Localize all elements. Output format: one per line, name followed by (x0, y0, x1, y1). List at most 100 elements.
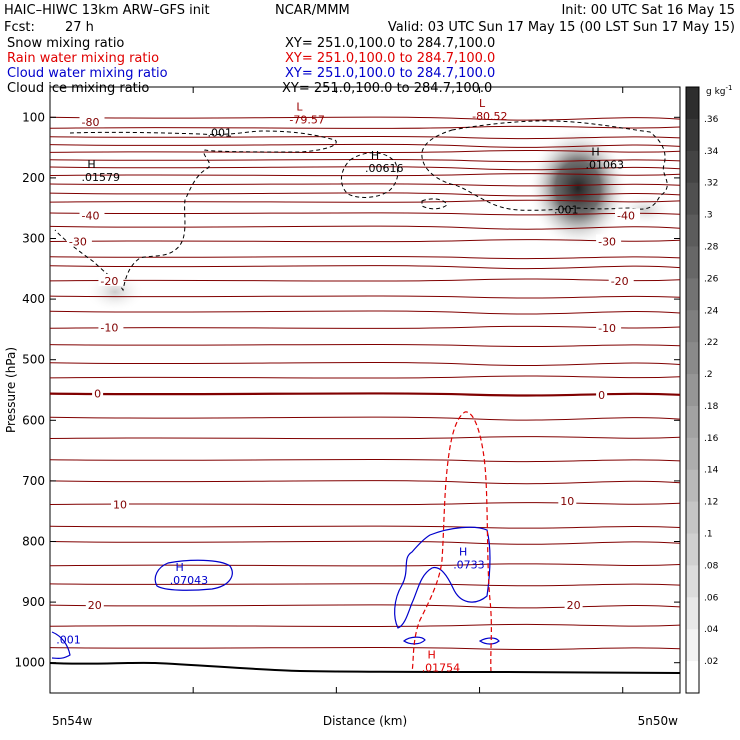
extremum-value: .00616 (365, 162, 404, 175)
isotherm-line (49, 459, 681, 463)
contour-value-label: .001 (554, 203, 579, 216)
isotherm-line (49, 583, 681, 587)
isotherm-label: -30 (598, 236, 616, 249)
extremum-value: .0733 (453, 559, 485, 572)
isotherm-label: 0 (94, 388, 101, 401)
cloud-water-contour-left (154, 559, 233, 591)
colorbar-swatch (686, 87, 699, 120)
isotherm-label: -40 (82, 209, 100, 222)
extremum-value: -79.57 (289, 113, 324, 126)
colorbar-swatch (686, 118, 699, 152)
header-fcst-label: Fcst: (4, 20, 35, 35)
colorbar-tick-label: .34 (704, 147, 719, 157)
cloud-water-contour-center (394, 526, 491, 629)
isotherm-line (49, 480, 681, 485)
colorbar-swatch (686, 501, 699, 535)
cloud-ice-maximum-shading (528, 128, 628, 248)
isotherm-label-bg (92, 386, 104, 399)
colorbar-swatch (686, 182, 699, 216)
colorbar-tick-label: .04 (704, 625, 719, 635)
isotherm-label-bg (79, 115, 105, 128)
isotherm-line (49, 525, 681, 529)
isotherm-line (49, 325, 681, 329)
colorbar-tick-label: .22 (704, 338, 718, 348)
rain-water-contour (411, 411, 492, 673)
isotherm-line (49, 563, 681, 567)
isotherm-label-bg (79, 208, 105, 221)
isotherm-line (49, 278, 681, 282)
colorbar-tick-label: .08 (704, 561, 719, 571)
contour-value-label: .001 (208, 126, 233, 139)
isotherm-line (49, 159, 681, 163)
isotherm-label: 10 (113, 499, 127, 512)
colorbar-tick-label: .2 (704, 370, 713, 380)
colorbar-swatch (686, 661, 699, 694)
isotherm-label-bg (66, 234, 92, 247)
isotherm-line (49, 375, 681, 379)
colorbar: .36 .34 .32 .3 .28 .26 .24 .22 .2 .18 .16 .14 .12 .1.… (685, 86, 719, 694)
colorbar-swatch (686, 469, 699, 503)
isotherm-line (49, 225, 681, 230)
field-xy-rain: XY= 251.0,100.0 to 284.7,100.0 (285, 51, 495, 66)
colorbar-tick-label: .12 (704, 498, 718, 508)
colorbar-tick-label: .14 (704, 466, 719, 476)
field-xy-snow: XY= 251.0,100.0 to 284.7,100.0 (285, 36, 495, 51)
isotherm-label-bg (558, 493, 577, 506)
extremum-marker: L (296, 100, 303, 113)
contour-value-labels: .001 .001 .001 (56, 126, 578, 646)
isotherm-line (49, 343, 681, 347)
isotherm-line (49, 183, 681, 187)
header-org: NCAR/MMM (275, 3, 350, 18)
isotherm-label-bg (111, 497, 129, 510)
x-axis-start-label: 5n54w (52, 714, 93, 728)
colorbar-tick-label: .26 (704, 274, 719, 284)
y-tick-label: 300 (22, 232, 45, 246)
isotherm-line (49, 116, 681, 121)
isotherm-label: -10 (100, 322, 118, 335)
colorbar-swatch (686, 597, 699, 630)
isotherm-label: -10 (598, 322, 616, 335)
isotherm-line (49, 256, 681, 260)
isotherm-label: 0 (598, 389, 605, 402)
isotherm-line (49, 540, 681, 545)
isotherm-line (49, 295, 681, 299)
isotherm-line (49, 150, 681, 154)
isotherm-label: -30 (69, 236, 87, 249)
isotherm-line (49, 623, 681, 627)
extremum-marker: H (591, 146, 599, 159)
y-tick-label: 800 (22, 535, 45, 549)
colorbar-tick-label: .3 (704, 211, 713, 221)
colorbar-swatch (686, 405, 699, 439)
colorbar-swatch (686, 533, 699, 566)
field-name-snow: Snow mixing ratio (7, 36, 124, 51)
temperature-isotherms (49, 116, 681, 650)
cloud-ice-contour-small (421, 198, 448, 210)
y-tick-label: 600 (22, 413, 45, 427)
x-axis (49, 87, 681, 693)
extremum-value: .01754 (422, 662, 461, 675)
isotherm-line (49, 192, 681, 197)
colorbar-swatch (686, 342, 699, 375)
isotherm-label: -20 (100, 275, 118, 288)
isotherm-line (49, 265, 681, 270)
colorbar-swatch (686, 150, 699, 184)
colorbar-swatch (686, 278, 699, 311)
isotherm-line (49, 604, 681, 609)
colorbar-tick-label: .16 (704, 434, 719, 444)
header-valid: Valid: 03 UTC Sun 17 May 15 (00 LST Sun … (388, 20, 735, 35)
isotherm-label-bg (608, 273, 634, 286)
colorbar-unit-exponent: -1 (726, 84, 733, 92)
colorbar-unit: g kg-1 (706, 84, 732, 97)
isotherm-line (49, 173, 681, 177)
colorbar-tick-label: .28 (704, 242, 719, 252)
isotherm-line (49, 392, 681, 397)
extremum-marker: H (87, 158, 95, 171)
field-xy-cloud-ice: XY= 251.0,100.0 to 284.7,100.0 (282, 81, 492, 96)
colorbar-swatch (686, 437, 699, 471)
isotherm-line (49, 212, 681, 216)
plot-frame (49, 86, 681, 694)
isotherm-label: 20 (88, 599, 102, 612)
isotherm-label-bg (564, 598, 583, 611)
